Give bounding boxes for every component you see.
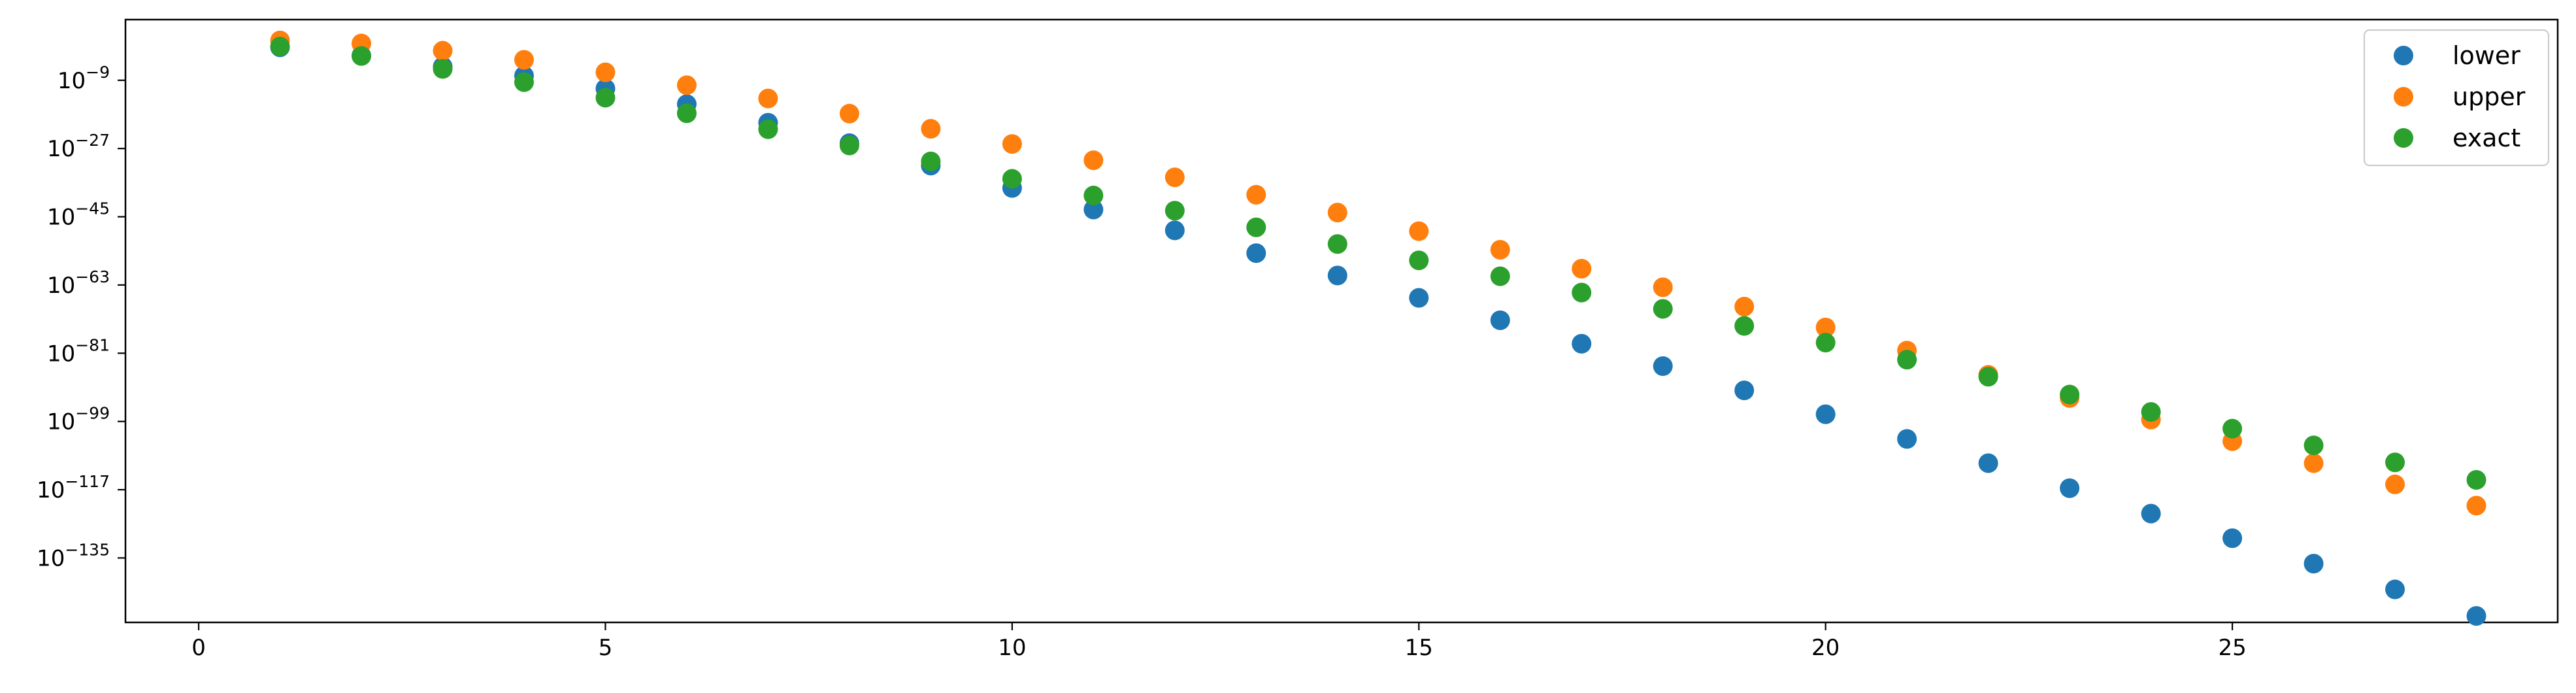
data-points [270, 30, 2486, 626]
data-point-exact [351, 46, 371, 66]
data-point-exact [514, 72, 534, 92]
data-point-lower [1246, 243, 1266, 263]
y-tick-label: 10−99 [47, 404, 110, 435]
legend-marker [2394, 46, 2413, 65]
y-tick-label: 10−117 [37, 472, 110, 503]
data-point-lower [2060, 478, 2080, 498]
data-point-exact [1490, 266, 1510, 286]
data-point-exact [2222, 418, 2243, 439]
data-point-exact [1734, 316, 1755, 336]
data-point-exact [595, 88, 616, 108]
data-point-exact [1978, 367, 1998, 387]
data-point-upper [1409, 221, 1429, 241]
data-point-lower [1327, 265, 1347, 286]
data-point-exact [758, 119, 778, 139]
data-point-exact [2385, 452, 2405, 473]
data-point-upper [1327, 203, 1347, 223]
data-point-upper [1083, 150, 1104, 171]
data-point-lower [2385, 579, 2405, 600]
data-point-upper [1815, 317, 1836, 337]
data-point-upper [2304, 453, 2324, 473]
x-axis: 0 5 10 15 20 25 [191, 622, 2247, 661]
y-tick-label: 10−27 [47, 131, 110, 162]
data-point-upper [514, 50, 534, 70]
legend-marker [2394, 87, 2413, 107]
data-point-exact [1083, 186, 1104, 206]
x-tick-label: 0 [191, 635, 206, 661]
data-point-lower [1572, 333, 1592, 354]
data-point-lower [1409, 288, 1429, 308]
data-point-lower [1815, 404, 1836, 424]
x-tick-label: 25 [2218, 635, 2246, 661]
data-point-upper [1246, 184, 1266, 205]
y-axis: 10−9 10−27 10−45 10−63 10−81 10−99 10−117 10−13… [37, 63, 125, 571]
data-point-lower [1490, 310, 1510, 330]
data-point-upper [1002, 134, 1022, 154]
data-point-upper [676, 75, 697, 95]
data-point-exact [1246, 217, 1266, 237]
data-point-lower [1978, 453, 1998, 473]
legend: lower upper exact [2363, 29, 2550, 167]
data-point-exact [2141, 402, 2161, 422]
data-point-exact [433, 59, 453, 79]
data-point-upper [921, 119, 941, 139]
data-point-exact [921, 151, 941, 171]
data-point-lower [1164, 220, 1185, 241]
data-point-exact [2060, 384, 2080, 405]
data-point-exact [1327, 234, 1347, 254]
data-point-exact [1164, 201, 1185, 221]
legend-label: exact [2452, 124, 2520, 152]
data-point-exact [1653, 299, 1673, 319]
data-point-exact [1409, 250, 1429, 271]
data-point-lower [1897, 429, 1917, 449]
data-point-upper [595, 62, 616, 82]
data-point-exact [676, 103, 697, 124]
y-tick-label: 10−81 [47, 335, 110, 367]
legend-label: lower [2452, 41, 2520, 70]
y-tick-label: 10−63 [47, 267, 110, 299]
data-point-upper [1653, 277, 1673, 297]
data-point-upper [2385, 474, 2405, 494]
data-point-upper [839, 103, 859, 124]
data-point-lower [2466, 606, 2486, 626]
data-point-exact [1572, 282, 1592, 303]
series-exact [270, 37, 2486, 490]
data-point-lower [1734, 380, 1755, 401]
data-point-exact [1897, 350, 1917, 370]
plot-area [124, 18, 2559, 624]
data-point-upper [1164, 167, 1185, 188]
data-point-exact [1002, 169, 1022, 189]
data-point-lower [2304, 554, 2324, 574]
x-tick-label: 5 [599, 635, 613, 661]
data-point-upper [433, 41, 453, 61]
data-point-exact [839, 135, 859, 156]
data-point-lower [1083, 199, 1104, 220]
x-tick-label: 15 [1405, 635, 1433, 661]
data-point-exact [1815, 333, 1836, 353]
data-point-lower [1653, 356, 1673, 377]
y-tick-label: 10−9 [58, 63, 110, 94]
data-point-upper [1490, 239, 1510, 260]
x-tick-label: 20 [1811, 635, 1840, 661]
series-upper [270, 30, 2486, 516]
data-point-upper [2466, 496, 2486, 516]
legend-label: upper [2452, 82, 2526, 111]
y-tick-label: 10−135 [37, 540, 110, 571]
data-point-lower [2222, 528, 2243, 549]
legend-marker [2394, 128, 2413, 148]
data-point-upper [758, 88, 778, 109]
x-tick-label: 10 [998, 635, 1026, 661]
data-point-lower [2141, 503, 2161, 524]
data-point-exact [270, 37, 290, 57]
data-point-exact [2466, 469, 2486, 490]
data-point-exact [2304, 435, 2324, 456]
data-point-upper [1572, 258, 1592, 279]
data-point-upper [1734, 296, 1755, 316]
y-tick-label: 10−45 [47, 199, 110, 231]
